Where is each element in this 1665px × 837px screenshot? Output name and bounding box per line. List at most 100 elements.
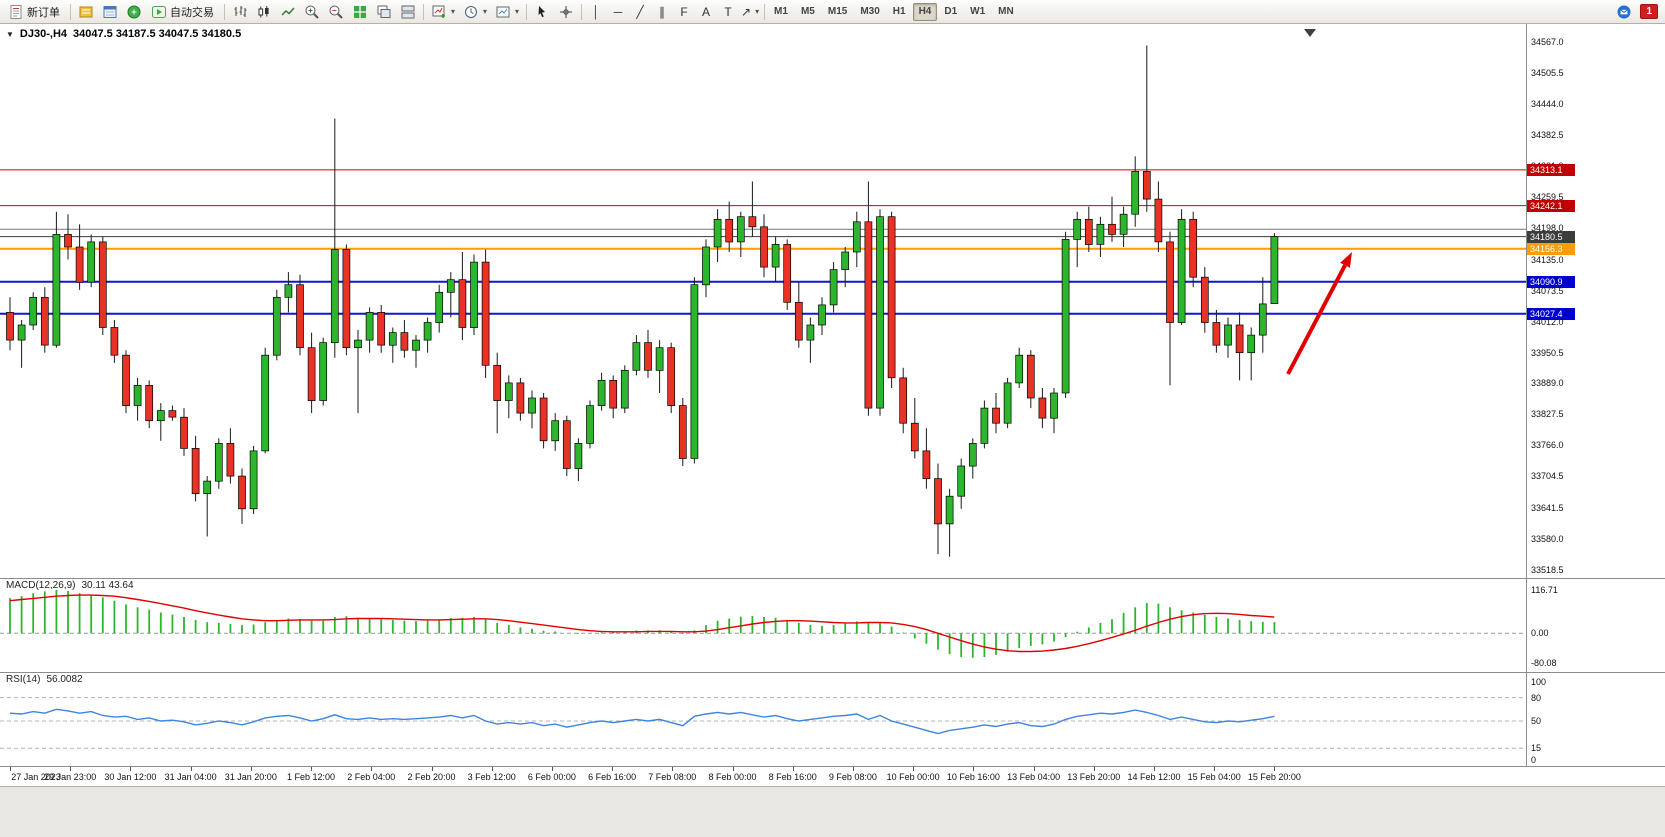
zoom-in-button[interactable] (300, 2, 324, 22)
candle (122, 354, 130, 406)
trendline-button[interactable]: ╱ (629, 2, 651, 22)
candle (562, 420, 571, 469)
rsi-panel[interactable]: RSI(14) 56.0082 (0, 672, 1526, 766)
candle (1247, 334, 1256, 354)
time-label: 3 Feb 12:00 (467, 772, 516, 782)
time-label: 13 Feb 04:00 (1007, 772, 1061, 782)
symbol-dropdown-icon[interactable]: ▼ (6, 29, 14, 39)
template-button[interactable]: ▾ (491, 2, 523, 22)
timeframe-m1-button[interactable]: M1 (768, 3, 794, 21)
horizontal-line-button[interactable]: ─ (607, 2, 629, 22)
period-button[interactable]: ▾ (459, 2, 491, 22)
price-axis[interactable]: 34567.034505.534444.034382.534321.034259… (1526, 24, 1665, 766)
rsi-name: RSI(14) (6, 674, 41, 685)
timeframe-m5-button[interactable]: M5 (795, 3, 821, 21)
candle (539, 397, 548, 442)
macd-canvas (0, 590, 1526, 658)
price-tick: 33518.5 (1531, 565, 1564, 575)
trend-arrow-annotation[interactable] (1286, 252, 1352, 375)
text-tool-button[interactable]: A (695, 2, 717, 22)
market-watch-button[interactable] (74, 2, 98, 22)
cursor-button[interactable] (530, 2, 554, 22)
candle (655, 347, 664, 371)
line-chart-button[interactable] (276, 2, 300, 22)
crosshair-button[interactable] (554, 2, 578, 22)
candle (551, 420, 560, 442)
time-tick (491, 767, 493, 771)
new-chart-button[interactable]: ▾ (427, 2, 459, 22)
candle (864, 221, 873, 409)
autotrading-button[interactable]: 自动交易 (146, 2, 221, 22)
timeframe-w1-button[interactable]: W1 (964, 3, 991, 21)
candle (1061, 239, 1070, 394)
bar-chart-button[interactable] (228, 2, 252, 22)
candle (841, 251, 850, 270)
macd-panel[interactable]: MACD(12,26,9) 30.11 43.64 (0, 578, 1526, 672)
autotrading-label: 自动交易 (170, 6, 214, 19)
candle (876, 216, 884, 409)
candle (1166, 241, 1174, 323)
navigator-button[interactable] (122, 2, 146, 22)
timeframe-m30-button[interactable]: M30 (854, 3, 885, 21)
candle (771, 244, 780, 268)
toolbar-separator (70, 3, 71, 20)
zoom-in-icon (305, 5, 319, 19)
arrows-tool-button[interactable]: ↗ ▾ (739, 2, 761, 22)
macd-label: MACD(12,26,9) 30.11 43.64 (6, 580, 134, 591)
tile-horizontal-button[interactable] (396, 2, 420, 22)
price-tick: 33766.0 (1531, 440, 1564, 451)
new-order-button[interactable]: 新订单 (3, 2, 67, 22)
macd-signal-line (9, 594, 1275, 653)
candle (609, 380, 618, 409)
price-tick: 33889.0 (1531, 378, 1564, 389)
price-chart-panel[interactable]: ▼ DJ30-,H4 34047.5 34187.5 34047.5 34180… (0, 24, 1526, 578)
candle (1050, 392, 1058, 419)
time-label: 6 Feb 16:00 (588, 772, 637, 782)
chart-symbol-period: DJ30-,H4 (19, 28, 67, 40)
time-tick (10, 767, 11, 771)
timeframe-h1-button[interactable]: H1 (887, 3, 912, 21)
fibonacci-button[interactable]: F (673, 2, 695, 22)
candle (87, 241, 96, 283)
candle (1119, 213, 1128, 235)
candle (713, 218, 722, 248)
rsi-axis-label: 100 (1531, 677, 1547, 687)
candle (261, 354, 270, 452)
rsi-axis-label: 50 (1531, 716, 1542, 726)
cascade-windows-icon (377, 5, 391, 18)
cascade-windows-button[interactable] (372, 2, 396, 22)
timeframe-h4-button[interactable]: H4 (912, 2, 938, 21)
time-label: 8 Feb 16:00 (768, 772, 817, 782)
panel-separator[interactable] (0, 672, 1665, 673)
candle (1258, 303, 1267, 336)
time-tick (672, 767, 674, 771)
community-button[interactable] (1612, 2, 1636, 22)
price-tick: 33950.5 (1531, 347, 1564, 358)
zoom-out-button[interactable] (324, 2, 348, 22)
candle (702, 246, 710, 286)
notifications-button[interactable]: 1 (1636, 2, 1662, 22)
macd-values: 30.11 43.64 (81, 580, 134, 591)
toolbar-separator (581, 3, 583, 20)
time-axis[interactable]: 27 Jan 2023 29 Jan 23:00 30 Jan 12:00 31 Ja… (0, 766, 1665, 786)
candle (783, 244, 792, 303)
timeframe-d1-button[interactable]: D1 (938, 3, 963, 21)
candle (574, 443, 583, 469)
arrow-tool-icon: ↗ (741, 4, 752, 19)
price-chart-canvas[interactable] (0, 24, 1526, 578)
tile-windows-button[interactable] (348, 2, 372, 22)
data-window-button[interactable] (98, 2, 122, 22)
vertical-line-button[interactable]: │ (585, 2, 607, 22)
candlestick-chart-button[interactable] (252, 2, 276, 22)
candle (180, 416, 188, 449)
label-tool-button[interactable]: T (717, 2, 739, 22)
timeframe-mn-button[interactable]: MN (992, 3, 1020, 21)
candle (238, 475, 246, 510)
chart-shift-marker[interactable] (1304, 29, 1316, 37)
candle (992, 407, 1000, 424)
time-tick (431, 767, 433, 771)
panel-separator[interactable] (0, 578, 1665, 579)
channel-button[interactable]: ∥ (651, 2, 673, 22)
timeframe-m15-button[interactable]: M15 (822, 3, 853, 21)
time-tick (190, 767, 192, 771)
